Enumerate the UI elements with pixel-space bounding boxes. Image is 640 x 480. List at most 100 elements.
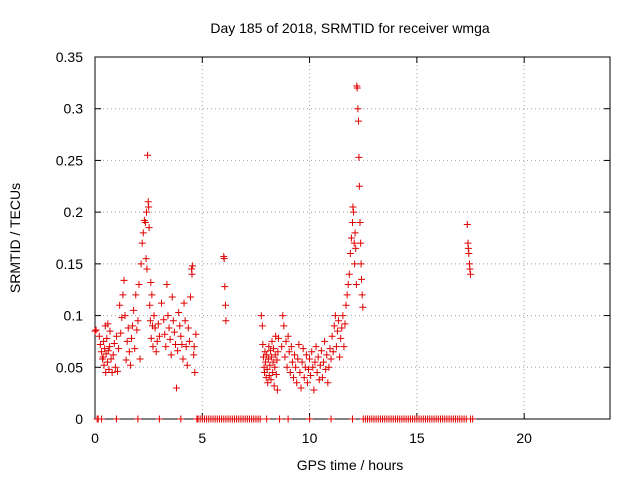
data-point	[311, 358, 319, 366]
data-point	[96, 341, 104, 349]
data-point	[294, 355, 302, 363]
data-point	[267, 353, 275, 361]
data-point	[124, 324, 132, 332]
data-point	[120, 276, 128, 284]
data-point	[327, 415, 335, 423]
data-point	[166, 335, 174, 343]
data-point	[190, 351, 198, 359]
data-point	[289, 374, 297, 382]
data-point	[192, 330, 200, 338]
data-point	[270, 382, 278, 390]
data-point	[146, 301, 154, 309]
data-point	[352, 281, 360, 289]
data-point	[100, 361, 108, 369]
data-point	[135, 281, 143, 289]
data-point	[335, 317, 343, 325]
data-point	[106, 327, 114, 335]
data-point	[105, 365, 113, 373]
data-point	[180, 299, 188, 307]
data-point	[292, 363, 300, 371]
y-tick-label: 0.2	[64, 204, 84, 220]
data-point	[274, 348, 282, 356]
data-point	[158, 299, 166, 307]
data-point	[273, 386, 281, 394]
data-point	[147, 334, 155, 342]
data-point	[221, 301, 229, 309]
data-point	[155, 415, 163, 423]
data-point	[127, 334, 135, 342]
data-point	[103, 358, 111, 366]
data-point	[467, 270, 475, 278]
data-point	[338, 324, 346, 332]
data-point	[112, 415, 120, 423]
data-point	[91, 327, 99, 335]
data-point	[351, 260, 359, 268]
data-point	[101, 345, 109, 353]
data-point	[163, 281, 171, 289]
data-point	[296, 368, 304, 376]
data-point	[331, 312, 339, 320]
data-point	[281, 353, 289, 361]
data-point	[162, 343, 170, 351]
data-point	[170, 328, 178, 336]
x-tick-label: 20	[516, 430, 532, 446]
data-point	[268, 337, 276, 345]
data-point	[186, 293, 194, 301]
data-point	[312, 343, 320, 351]
data-point	[131, 345, 139, 353]
data-point	[139, 229, 147, 237]
data-point	[333, 327, 341, 335]
data-point	[355, 153, 363, 161]
data-point	[357, 260, 365, 268]
data-point	[97, 415, 105, 423]
data-point	[106, 343, 114, 351]
data-point	[342, 301, 350, 309]
data-point	[153, 337, 161, 345]
data-point	[144, 151, 152, 159]
data-point	[104, 320, 112, 328]
data-point	[463, 221, 471, 229]
data-point	[293, 379, 301, 387]
data-point	[141, 218, 149, 226]
data-point	[274, 334, 282, 342]
data-point	[343, 291, 351, 299]
data-point	[160, 316, 168, 324]
data-point	[340, 343, 348, 351]
data-point	[314, 353, 322, 361]
data-point	[119, 291, 127, 299]
data-point	[357, 239, 365, 247]
data-point	[152, 348, 160, 356]
data-point	[190, 343, 198, 351]
data-point	[134, 415, 142, 423]
data-point	[327, 355, 335, 363]
data-point	[355, 117, 363, 125]
data-point	[132, 291, 140, 299]
data-point	[310, 386, 318, 394]
data-point	[123, 337, 131, 345]
x-tick-label: 15	[409, 430, 425, 446]
x-tick-label: 0	[91, 430, 99, 446]
data-point	[133, 326, 141, 334]
data-point	[182, 343, 190, 351]
data-point	[264, 379, 272, 387]
data-point	[323, 351, 331, 359]
data-point	[100, 337, 108, 345]
data-point	[300, 374, 308, 382]
data-point	[176, 322, 184, 330]
data-point	[276, 415, 284, 423]
data-point	[92, 326, 100, 334]
data-point	[130, 306, 138, 314]
data-point	[283, 363, 291, 371]
data-point	[313, 368, 321, 376]
data-point	[326, 345, 334, 353]
data-point	[267, 376, 275, 384]
data-point	[184, 324, 192, 332]
data-point	[306, 415, 314, 423]
data-point	[121, 312, 129, 320]
data-point	[129, 322, 137, 330]
data-point	[261, 348, 269, 356]
data-point	[341, 320, 349, 328]
x-axis-label: GPS time / hours	[297, 457, 404, 473]
data-point	[116, 301, 124, 309]
data-point	[318, 374, 326, 382]
